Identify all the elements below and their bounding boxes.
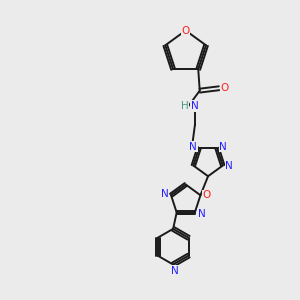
Text: N: N xyxy=(160,189,168,199)
Text: N: N xyxy=(171,266,178,276)
Text: O: O xyxy=(203,190,211,200)
Text: N: N xyxy=(197,209,205,219)
Text: N: N xyxy=(189,142,197,152)
Text: N: N xyxy=(219,142,227,152)
Text: O: O xyxy=(182,26,190,35)
Text: H: H xyxy=(181,101,188,111)
Text: N: N xyxy=(225,160,233,171)
Text: O: O xyxy=(220,83,229,93)
Text: N: N xyxy=(191,101,199,111)
